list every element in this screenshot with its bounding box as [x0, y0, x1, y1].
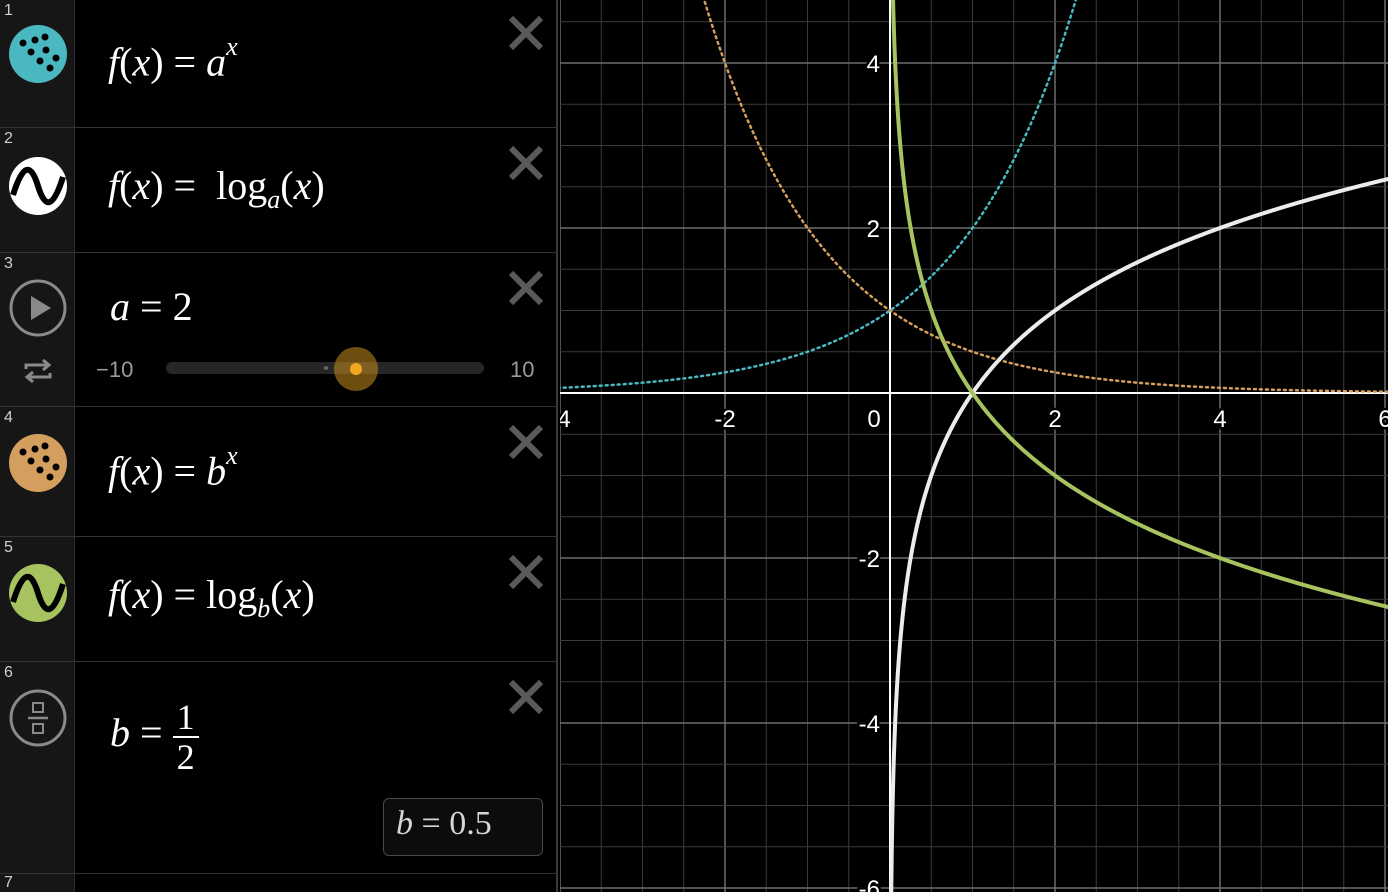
close-icon[interactable] [507, 269, 545, 307]
expression-gutter: 1 [0, 0, 75, 127]
x-tick-label: -4 [560, 406, 571, 433]
expression-row-1[interactable]: 1 f(x) = ax [0, 0, 558, 128]
slider-max[interactable]: 10 [510, 357, 535, 382]
y-tick-label: -6 [859, 876, 880, 892]
expression-row-7[interactable]: 7 [0, 874, 558, 892]
base: a [206, 39, 227, 85]
expression-number: 6 [4, 664, 13, 681]
equals-sign: = [173, 448, 197, 494]
slider-step-marker [324, 366, 328, 370]
expression-number: 5 [4, 539, 13, 556]
log-base: a [267, 185, 281, 214]
eval-variable: b [396, 805, 413, 842]
loop-icon[interactable] [22, 357, 54, 385]
eval-value: 0.5 [449, 805, 492, 842]
exponent: x [226, 32, 238, 61]
expression-math[interactable]: f(x) = ax [108, 32, 238, 85]
scatter-dots-icon[interactable] [9, 434, 67, 492]
curve-log-b [891, 0, 1388, 610]
wave-icon[interactable] [9, 157, 67, 215]
equals-sign: = [173, 572, 197, 617]
expression-number: 1 [4, 2, 13, 19]
expression-row-4[interactable]: 4 f(x) = bx [0, 407, 558, 537]
fraction-numerator: 1 [172, 698, 199, 738]
eval-equals: = [421, 805, 441, 842]
expression-list: 1 f(x) = ax 2 f(x [0, 0, 558, 892]
expression-gutter: 5 [0, 537, 75, 661]
function-name: f [108, 572, 120, 617]
expression-row-5[interactable]: 5 f(x) = logb(x) [0, 537, 558, 662]
expression-number: 7 [4, 874, 13, 891]
slider-thumb[interactable] [350, 363, 362, 375]
log-arg: x [283, 572, 302, 617]
graph-background [560, 0, 1388, 892]
variable-name: a [110, 284, 130, 329]
expression-math[interactable]: f(x) = loga(x) [108, 163, 325, 214]
log-base: b [257, 594, 271, 623]
variable-value: 2 [172, 284, 193, 329]
graph-canvas[interactable]: -4 -2 0 2 4 6 4 2 -2 -4 -6 [560, 0, 1388, 892]
x-tick-label: -2 [714, 406, 735, 433]
expression-row-3[interactable]: 3 a = 2 −10 10 [0, 253, 558, 407]
fraction-denominator: 2 [176, 737, 195, 777]
y-tick-label: 4 [867, 51, 880, 78]
expression-row-2[interactable]: 2 f(x) = loga(x) [0, 128, 558, 253]
close-icon[interactable] [507, 423, 545, 461]
x-tick-label: 0 [867, 406, 880, 433]
scatter-dots-icon[interactable] [9, 25, 67, 83]
y-tick-label: 2 [867, 216, 880, 243]
exponent: x [226, 441, 238, 470]
expression-number: 3 [4, 255, 13, 272]
y-tick-label: -4 [859, 711, 880, 738]
equals-sign: = [140, 284, 163, 329]
function-arg: x [132, 163, 151, 208]
expression-math[interactable]: f(x) = bx [108, 441, 238, 494]
log-operator: log [216, 163, 268, 208]
function-arg: x [132, 572, 151, 617]
expression-gutter: 6 [0, 662, 75, 873]
variable-name: b [110, 710, 130, 756]
equals-sign: = [173, 39, 197, 85]
slider-variable-math[interactable]: a = 2 [110, 283, 193, 330]
close-icon[interactable] [507, 553, 545, 591]
function-arg: x [132, 39, 151, 85]
x-tick-label: 2 [1048, 406, 1061, 433]
play-icon[interactable] [9, 279, 67, 337]
close-icon[interactable] [507, 678, 545, 716]
expression-gutter: 3 [0, 253, 75, 406]
function-arg: x [132, 448, 151, 494]
expression-gutter: 2 [0, 128, 75, 252]
log-arg: x [293, 163, 312, 208]
expression-gutter: 4 [0, 407, 75, 536]
function-name: f [108, 448, 120, 494]
y-tick-label: -2 [859, 546, 880, 573]
close-icon[interactable] [507, 14, 545, 52]
equals-sign: = [173, 163, 197, 208]
function-name: f [108, 163, 120, 208]
equals-sign: = [140, 710, 163, 756]
curve-exponential-a [560, 0, 1078, 390]
curve-log-a [889, 176, 1388, 892]
slider-min[interactable]: −10 [96, 357, 134, 382]
evaluation-box: b = 0.5 [383, 798, 543, 856]
expression-number: 2 [4, 130, 13, 147]
x-tick-label: 4 [1213, 406, 1226, 433]
base: b [206, 448, 227, 494]
close-icon[interactable] [507, 144, 545, 182]
curve-exponential-b [702, 0, 1388, 393]
function-name: f [108, 39, 120, 85]
log-operator: log [206, 572, 258, 617]
expression-number: 4 [4, 409, 13, 426]
wave-icon[interactable] [9, 564, 67, 622]
expression-math[interactable]: f(x) = logb(x) [108, 572, 315, 623]
fraction-icon[interactable] [9, 689, 67, 747]
x-tick-label: 6 [1378, 406, 1388, 433]
expression-gutter: 7 [0, 874, 75, 892]
